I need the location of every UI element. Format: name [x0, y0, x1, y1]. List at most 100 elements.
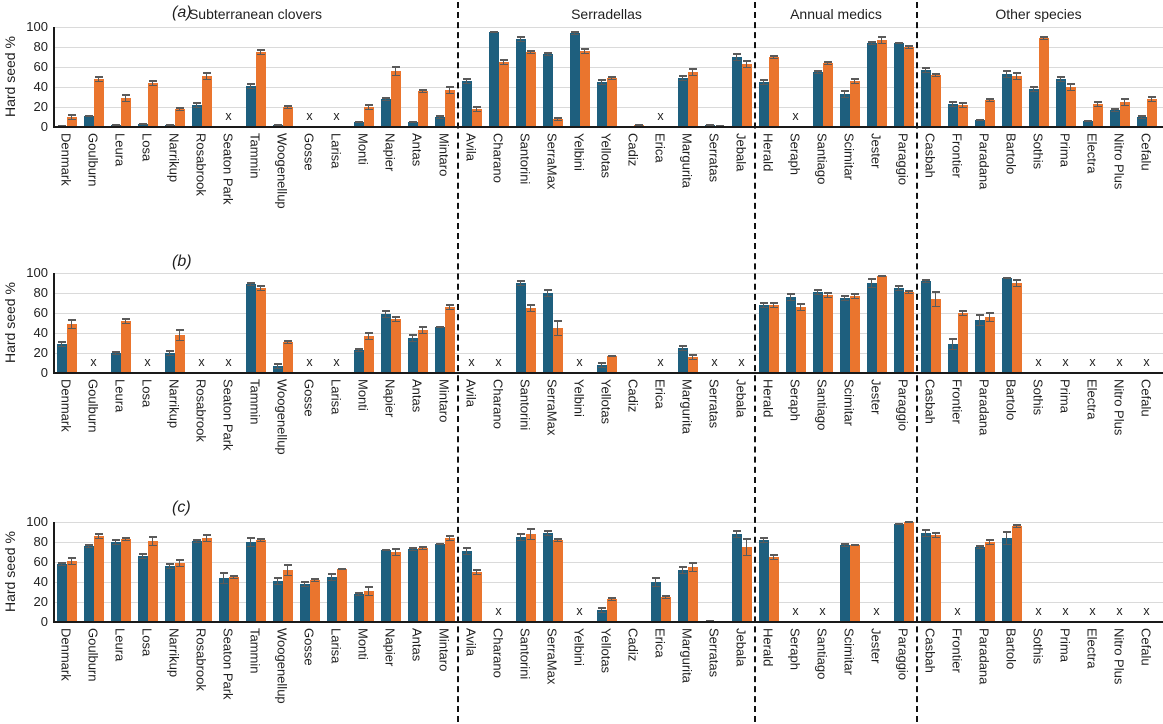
error-bar-cap — [1002, 531, 1011, 533]
error-bar-cap — [1093, 101, 1102, 103]
bar-series2-rosabrook — [201, 76, 212, 127]
error-bar — [384, 310, 387, 318]
x-tick-label: Rosabrook — [193, 379, 209, 442]
error-bar — [70, 114, 73, 120]
bar-series2-casbah — [930, 535, 941, 622]
error-bar-cap — [894, 289, 903, 291]
y-tick-label: 20 — [33, 99, 48, 114]
x-tick-label: Seraph — [787, 379, 803, 421]
error-bar — [546, 530, 549, 536]
error-bar-cap — [256, 289, 265, 291]
error-bar — [97, 533, 100, 539]
error-bar-cap — [364, 586, 373, 588]
bar-series2-serramax — [552, 119, 563, 127]
error-bar-cap — [948, 101, 957, 103]
error-bar-cap — [975, 547, 984, 549]
bar-series2-mintaro — [444, 90, 455, 127]
error-bar — [1150, 96, 1153, 102]
x-tick-label: Sothis — [1030, 133, 1046, 170]
error-bar — [583, 48, 586, 54]
bar-series1-casbah — [920, 70, 931, 127]
x-tick-label: Santorini — [517, 133, 533, 185]
error-bar — [853, 293, 856, 299]
error-bar-cap — [850, 293, 859, 295]
error-bar — [114, 539, 117, 545]
error-bar-cap — [354, 350, 363, 352]
missing-data-marker: x — [333, 355, 340, 369]
x-tick-label: Nitro Plus — [1111, 133, 1127, 190]
bar-series2-narrikup — [174, 109, 185, 127]
error-bar-cap — [1012, 279, 1021, 281]
error-bar-cap — [111, 543, 120, 545]
error-bar-cap — [391, 66, 400, 68]
bar-series2-electra — [1092, 104, 1103, 127]
error-bar — [988, 312, 991, 322]
error-bar-cap — [597, 607, 606, 609]
error-bar-cap — [121, 318, 130, 320]
group-title-1: Serradellas — [571, 6, 642, 22]
y-tick-label: 80 — [33, 534, 48, 549]
error-bar-cap — [57, 341, 66, 343]
error-bar-cap — [823, 61, 832, 63]
error-bar-cap — [283, 105, 292, 107]
x-tick-label: Gosse — [301, 628, 317, 666]
error-bar-cap — [543, 530, 552, 532]
group-title-0: Subterranean clovers — [188, 6, 323, 22]
error-bar-cap — [894, 42, 903, 44]
error-bar-cap — [840, 295, 849, 297]
error-bar — [556, 117, 559, 121]
error-bar-cap — [273, 583, 282, 585]
error-bar-cap — [148, 536, 157, 538]
x-tick-label: Rosabrook — [193, 133, 209, 196]
error-bar-cap — [958, 310, 967, 312]
error-bar-cap — [553, 119, 562, 121]
x-tick-label: Napier — [382, 133, 398, 172]
error-bar-cap — [1083, 120, 1092, 122]
bar-series2-scimitar — [849, 545, 860, 622]
bar-series2-jester — [876, 276, 887, 373]
bar-series2-scimitar — [849, 296, 860, 373]
error-bar-cap — [121, 100, 130, 102]
bar-series1-woogenellup — [272, 581, 283, 622]
error-bar — [286, 105, 289, 109]
error-bar — [681, 345, 684, 351]
bar-series1-narrikup — [164, 566, 175, 622]
bar-series1-serramax — [542, 533, 553, 622]
bar-series1-herald — [758, 82, 769, 127]
error-bar-cap — [192, 539, 201, 541]
error-bar-cap — [759, 306, 768, 308]
x-tick-label: Rosabrook — [193, 628, 209, 691]
x-tick-label: Scimitar — [841, 133, 857, 180]
error-bar — [691, 562, 694, 572]
error-bar — [367, 586, 370, 596]
error-bar — [1140, 115, 1143, 119]
bar-series1-frontier — [947, 104, 958, 127]
bar-series2-denmark — [66, 117, 77, 127]
gridline-100 — [53, 272, 1163, 274]
bar-series1-seraph — [785, 297, 796, 373]
bar-series2-santorini — [525, 52, 536, 127]
x-tick-label: Losa — [139, 379, 155, 408]
x-tick-label: Charano — [490, 379, 506, 429]
error-bar-cap — [526, 528, 535, 530]
x-tick-label: Denmark — [58, 628, 74, 681]
missing-data-marker: x — [1035, 355, 1042, 369]
error-bar-cap — [165, 350, 174, 352]
x-tick-label: Paraggio — [895, 133, 911, 186]
error-bar — [1015, 524, 1018, 528]
error-bar-cap — [165, 354, 174, 356]
error-bar-cap — [246, 545, 255, 547]
group-separator-1 — [754, 243, 756, 483]
error-bar-cap — [904, 292, 913, 294]
error-bar — [1096, 101, 1099, 107]
error-bar-cap — [246, 83, 255, 85]
x-tick-label: Goulburn — [85, 628, 101, 682]
error-bar-cap — [111, 124, 120, 126]
bar-series1-prima — [1055, 79, 1066, 127]
bar-series2-sothis — [1038, 38, 1049, 127]
x-tick-label: Margurita — [679, 133, 695, 188]
x-tick-label: Erica — [652, 628, 668, 658]
x-tick-label: Cefalu — [1138, 133, 1154, 171]
x-tick-label: Napier — [382, 628, 398, 667]
bar-series1-seaton-park — [218, 578, 229, 622]
